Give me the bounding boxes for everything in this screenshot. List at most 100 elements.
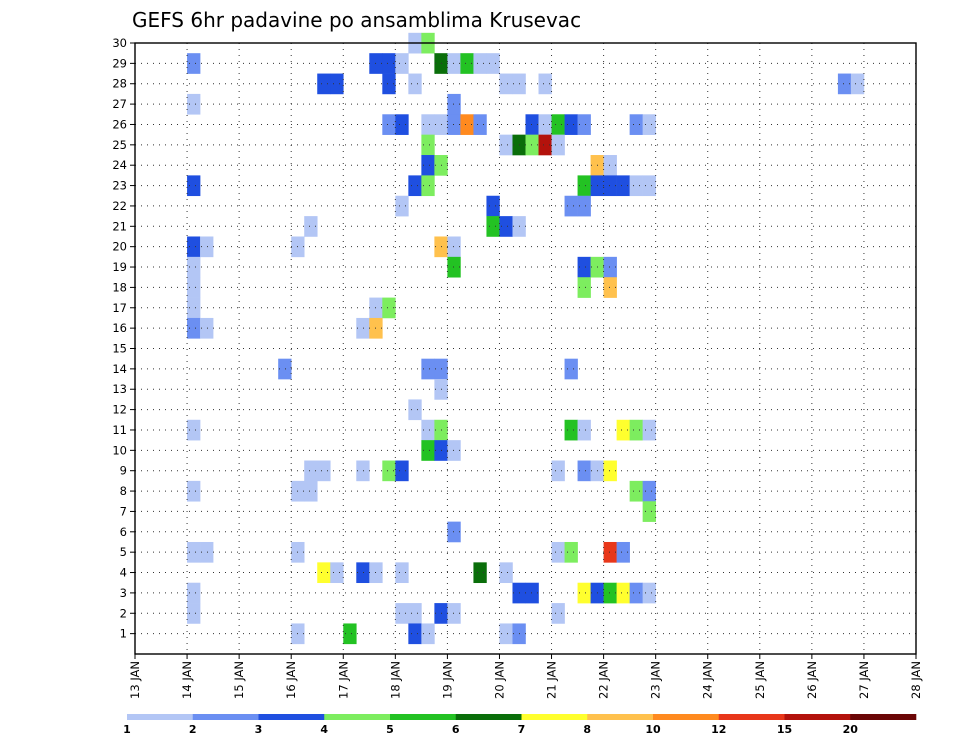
y-tick-label: 20 [112,240,127,254]
heatmap-cell [187,419,201,441]
heatmap-cell [642,480,656,502]
legend-swatch [127,714,194,720]
heatmap-cell [187,277,201,298]
heatmap-cell [473,114,487,135]
legend-swatch [258,714,325,720]
heatmap-cell [642,501,656,522]
legend-swatch [850,714,917,720]
x-tick-label: 19 JAN [440,661,454,699]
heatmap-cell [421,134,435,156]
heatmap-cell [187,603,201,624]
heatmap-cell [564,419,578,441]
y-tick-label: 4 [120,566,127,580]
heatmap-cell [525,114,539,135]
x-tick-label: 27 JAN [857,661,871,699]
heatmap-cell [577,582,591,604]
heatmap-cell [317,562,331,584]
legend-label: 8 [583,723,591,736]
heatmap-cell [447,440,461,461]
heatmap-cell [187,582,201,604]
heatmap-cell [421,114,435,135]
heatmap-cell [551,460,565,482]
x-tick-label: 28 JAN [909,661,923,699]
y-tick-label: 13 [112,382,127,396]
legend-label: 3 [255,723,263,736]
heatmap-cell [187,53,201,74]
heatmap-cell [356,317,370,339]
cells-layer [187,32,865,645]
heatmap-cell [187,480,201,502]
y-tick-label: 6 [120,525,127,539]
heatmap-cell [382,460,396,482]
heatmap-cell [187,317,201,339]
heatmap-cell [577,114,591,135]
legend-label: 12 [711,723,726,736]
y-tick-label: 29 [112,56,127,70]
legend-label: 10 [645,723,661,736]
heatmap-cell [447,236,461,258]
heatmap-cell [577,195,591,217]
heatmap-cell [395,114,409,135]
y-tick-label: 12 [112,403,127,417]
x-tick-label: 26 JAN [805,661,819,699]
x-tick-label: 13 JAN [128,661,142,699]
heatmap-cell [447,521,461,543]
y-tick-label: 15 [112,342,127,356]
y-tick-label: 11 [112,423,127,437]
y-tick-label: 22 [112,199,127,213]
heatmap-cell [447,93,461,115]
heatmap-cell [603,175,617,197]
legend-label: 1 [123,723,131,736]
legend-label: 20 [843,723,859,736]
legend-label: 4 [320,723,328,736]
heatmap-cell [629,582,643,604]
heatmap-cell [577,419,591,441]
heatmap-cell [629,175,643,197]
heatmap-cell [408,175,422,197]
y-tick-label: 18 [112,280,127,294]
heatmap-cell [616,541,630,563]
heatmap-cell [486,216,500,237]
heatmap-cell [551,134,565,156]
legend-swatch [653,714,720,720]
legend-label: 6 [452,723,460,736]
heatmap-cell [421,358,435,380]
y-tick-label: 23 [112,179,127,193]
heatmap-cell [564,358,578,380]
y-tick-label: 26 [112,117,127,131]
heatmap-cell [538,73,552,95]
legend-swatch [784,714,851,720]
heatmap-cell [577,460,591,482]
heatmap-cell [525,582,539,604]
heatmap-cell [304,460,318,482]
heatmap-cell [447,53,461,74]
heatmap-cell [421,623,435,645]
legend-swatch [587,714,654,720]
x-tick-label: 21 JAN [545,661,559,699]
heatmap-cell [447,256,461,278]
legend-swatch [390,714,457,720]
heatmap-cell [616,175,630,197]
x-tick-label: 23 JAN [649,661,663,699]
heatmap-cell [304,216,318,237]
heatmap-cell [603,541,617,563]
heatmap-cell [577,175,591,197]
heatmap-cell [499,73,513,95]
heatmap-cell [421,175,435,197]
heatmap-cell [330,562,344,584]
heatmap-cell [317,460,331,482]
x-tick-label: 25 JAN [753,661,767,699]
heatmap-cell [343,623,357,645]
heatmap-cell [850,73,865,95]
x-tick-label: 16 JAN [284,661,298,699]
x-tick-label: 14 JAN [180,661,194,699]
heatmap-cell [382,53,396,74]
x-tick-label: 17 JAN [336,661,350,699]
heatmap-cell [382,297,396,319]
heatmap-cell [564,541,578,563]
x-tick-label: 22 JAN [597,661,611,699]
y-tick-label: 28 [112,77,127,91]
heatmap-cell [486,53,500,74]
heatmap-cell [408,73,422,95]
